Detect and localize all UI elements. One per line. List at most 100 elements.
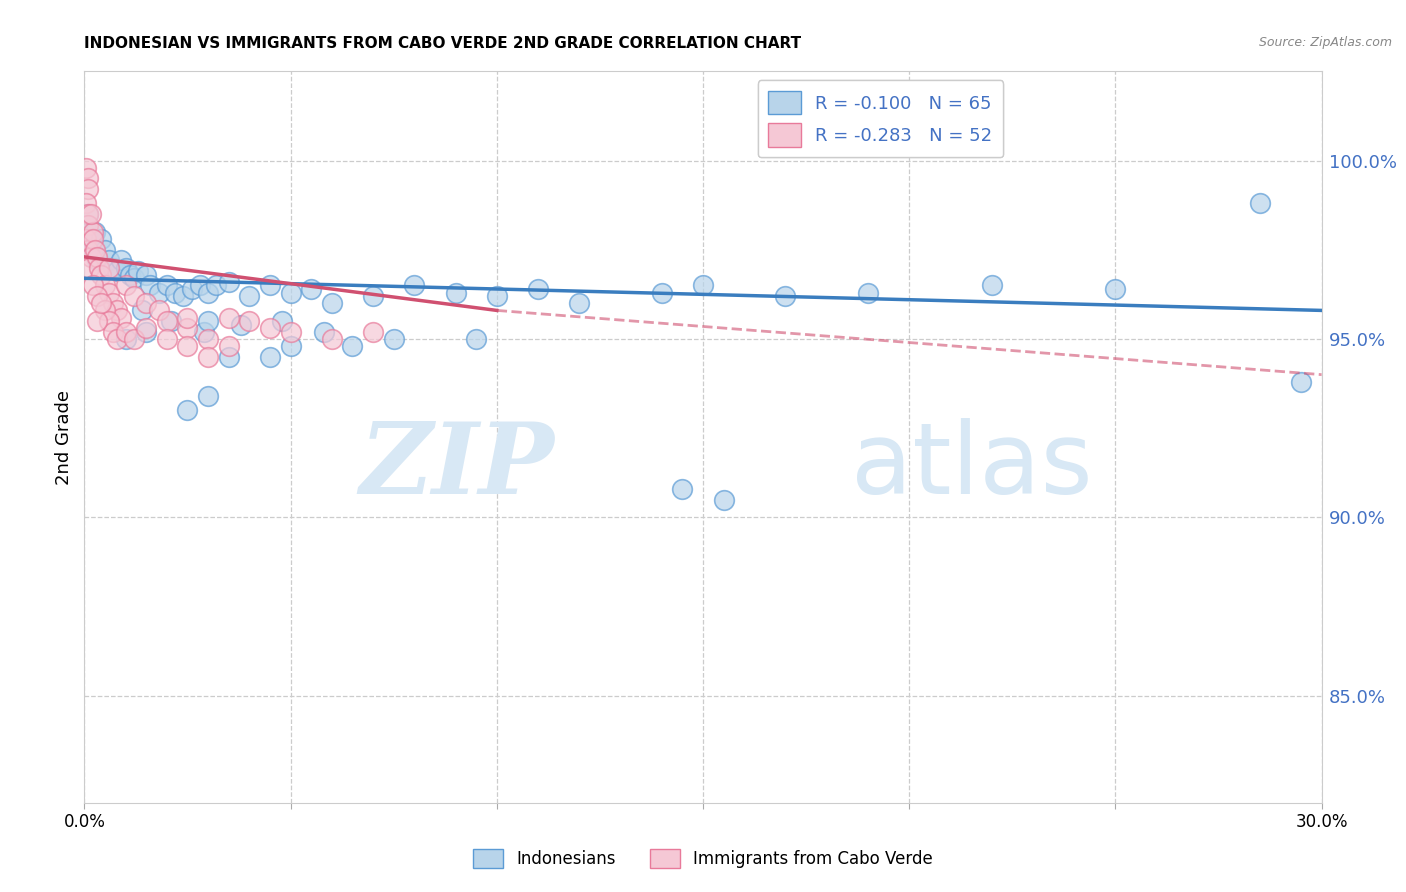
- Point: [135, 325, 157, 339]
- Point: [103, 260, 125, 275]
- Point: [1249, 196, 1271, 211]
- Text: atlas: atlas: [852, 417, 1092, 515]
- Point: [98, 285, 121, 300]
- Point: [218, 275, 240, 289]
- Point: [156, 314, 179, 328]
- Point: [82, 278, 104, 293]
- Point: [193, 325, 215, 339]
- Text: INDONESIAN VS IMMIGRANTS FROM CABO VERDE 2ND GRADE CORRELATION CHART: INDONESIAN VS IMMIGRANTS FROM CABO VERDE…: [84, 36, 801, 51]
- Point: [94, 303, 117, 318]
- Point: [321, 296, 343, 310]
- Point: [404, 278, 426, 293]
- Point: [75, 196, 97, 211]
- Point: [160, 314, 183, 328]
- Point: [135, 296, 157, 310]
- Point: [77, 218, 100, 232]
- Point: [114, 260, 136, 275]
- Point: [238, 314, 260, 328]
- Point: [321, 332, 343, 346]
- Point: [299, 282, 322, 296]
- Point: [856, 285, 879, 300]
- Point: [218, 310, 240, 325]
- Point: [98, 260, 121, 275]
- Point: [176, 403, 198, 417]
- Point: [114, 325, 136, 339]
- Point: [280, 339, 302, 353]
- Point: [122, 289, 145, 303]
- Point: [156, 278, 179, 293]
- Point: [342, 339, 364, 353]
- Point: [131, 303, 153, 318]
- Point: [110, 310, 132, 325]
- Point: [103, 296, 125, 310]
- Point: [105, 264, 128, 278]
- Point: [172, 289, 194, 303]
- Point: [176, 339, 198, 353]
- Point: [259, 278, 281, 293]
- Point: [135, 268, 157, 282]
- Point: [75, 161, 97, 175]
- Point: [77, 207, 100, 221]
- Point: [188, 278, 211, 293]
- Point: [114, 278, 136, 293]
- Point: [105, 303, 128, 318]
- Point: [148, 285, 170, 300]
- Point: [1104, 282, 1126, 296]
- Point: [98, 314, 121, 328]
- Point: [197, 314, 219, 328]
- Point: [77, 182, 100, 196]
- Point: [83, 225, 105, 239]
- Point: [280, 285, 302, 300]
- Point: [76, 207, 98, 221]
- Point: [79, 260, 101, 275]
- Point: [671, 482, 693, 496]
- Point: [238, 289, 260, 303]
- Point: [165, 285, 187, 300]
- Point: [692, 278, 714, 293]
- Point: [77, 243, 100, 257]
- Point: [465, 332, 488, 346]
- Point: [90, 232, 112, 246]
- Point: [775, 289, 797, 303]
- Point: [148, 303, 170, 318]
- Point: [118, 268, 141, 282]
- Point: [197, 389, 219, 403]
- Point: [444, 285, 467, 300]
- Point: [218, 350, 240, 364]
- Point: [86, 253, 108, 268]
- Point: [197, 350, 219, 364]
- Point: [87, 260, 110, 275]
- Point: [122, 332, 145, 346]
- Point: [259, 321, 281, 335]
- Point: [180, 282, 202, 296]
- Point: [86, 289, 108, 303]
- Point: [205, 278, 228, 293]
- Point: [271, 314, 294, 328]
- Point: [110, 253, 132, 268]
- Point: [114, 332, 136, 346]
- Point: [361, 325, 384, 339]
- Point: [259, 350, 281, 364]
- Point: [79, 250, 101, 264]
- Point: [485, 289, 508, 303]
- Point: [139, 278, 162, 293]
- Y-axis label: 2nd Grade: 2nd Grade: [55, 390, 73, 484]
- Text: Source: ZipAtlas.com: Source: ZipAtlas.com: [1258, 36, 1392, 49]
- Point: [229, 318, 252, 332]
- Point: [79, 207, 101, 221]
- Point: [382, 332, 405, 346]
- Legend: Indonesians, Immigrants from Cabo Verde: Indonesians, Immigrants from Cabo Verde: [467, 842, 939, 875]
- Point: [82, 243, 104, 257]
- Point: [156, 332, 179, 346]
- Point: [713, 492, 735, 507]
- Point: [135, 321, 157, 335]
- Point: [122, 271, 145, 285]
- Point: [94, 278, 117, 293]
- Point: [197, 285, 219, 300]
- Point: [103, 325, 125, 339]
- Point: [527, 282, 550, 296]
- Point: [980, 278, 1002, 293]
- Point: [79, 232, 101, 246]
- Point: [94, 243, 117, 257]
- Point: [75, 218, 97, 232]
